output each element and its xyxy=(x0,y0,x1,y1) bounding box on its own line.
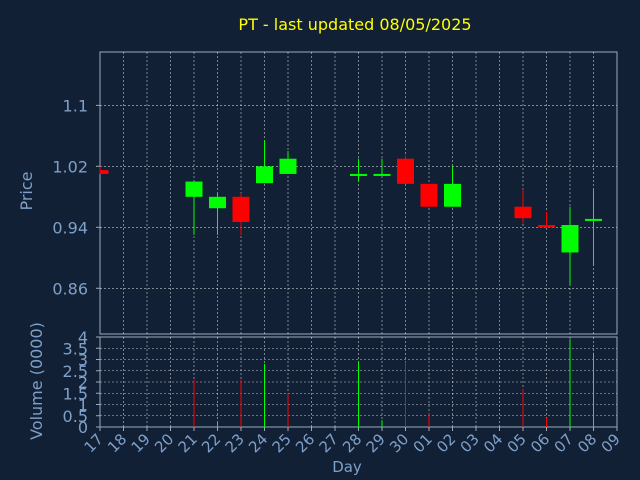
volume-tick-label: 0.5 xyxy=(63,407,88,426)
day-tick-label: 30 xyxy=(386,430,412,456)
volume-tick-label: 1.5 xyxy=(63,384,88,403)
candle-body xyxy=(585,218,602,221)
price-tick-label: 0.94 xyxy=(52,218,88,237)
day-tick-label: 21 xyxy=(175,430,201,456)
day-tick-label: 25 xyxy=(269,430,295,456)
day-axis-label: Day xyxy=(332,458,362,476)
candle-body xyxy=(256,166,273,184)
chart-title: PT - last updated 08/05/2025 xyxy=(238,15,471,34)
price-panel: 0.86 0.94 1.02 1.1 xyxy=(52,51,618,335)
day-tick-label: 20 xyxy=(151,430,177,456)
volume-tick-label: 3 xyxy=(78,351,88,370)
candle-body xyxy=(397,158,414,184)
volume-panel: 00.511.522.533.5417181920212223242526272… xyxy=(63,328,624,456)
volume-tick-label: 2.5 xyxy=(63,362,88,381)
day-tick-label: 09 xyxy=(598,430,624,456)
day-tick-label: 24 xyxy=(245,430,271,456)
day-tick-label: 23 xyxy=(222,430,248,456)
day-tick-label: 05 xyxy=(504,430,530,456)
volume-tick-label: 2 xyxy=(78,373,88,392)
volume-axis-label: Volume (0000) xyxy=(27,322,46,440)
candle-body xyxy=(420,183,438,207)
price-tick-label: 1.02 xyxy=(52,157,88,176)
candle-body xyxy=(514,206,532,219)
volume-tick-label: 1 xyxy=(78,396,88,415)
candle-body xyxy=(373,173,391,176)
candle-body xyxy=(350,173,367,176)
candle-body xyxy=(538,225,555,228)
candle-body xyxy=(100,170,109,174)
candle-body xyxy=(185,181,203,197)
day-tick-label: 07 xyxy=(551,430,577,456)
day-tick-label: 08 xyxy=(574,430,600,456)
price-tick-label: 0.86 xyxy=(52,279,88,298)
price-tick-label: 1.1 xyxy=(63,96,88,115)
volume-tick-label: 0 xyxy=(78,418,88,437)
candle-body xyxy=(444,183,461,207)
day-tick-label: 03 xyxy=(457,430,483,456)
candle-body xyxy=(561,225,579,253)
day-tick-label: 22 xyxy=(198,430,224,456)
volume-tick-label: 3.5 xyxy=(63,339,88,358)
day-tick-label: 06 xyxy=(527,430,553,456)
day-tick-label: 02 xyxy=(433,430,459,456)
day-tick-label: 04 xyxy=(480,430,506,456)
volume-tick-label: 4 xyxy=(78,328,88,347)
candle-body xyxy=(232,196,250,222)
price-axis-label: Price xyxy=(17,171,36,210)
day-tick-label: 18 xyxy=(104,430,130,456)
day-tick-label: 29 xyxy=(363,430,389,456)
candle-body xyxy=(279,158,297,174)
candle-body xyxy=(209,196,226,209)
day-tick-label: 28 xyxy=(339,430,365,456)
day-tick-label: 26 xyxy=(292,430,318,456)
day-tick-label: 01 xyxy=(410,430,436,456)
day-tick-label: 27 xyxy=(316,430,342,456)
day-tick-label: 19 xyxy=(128,430,154,456)
